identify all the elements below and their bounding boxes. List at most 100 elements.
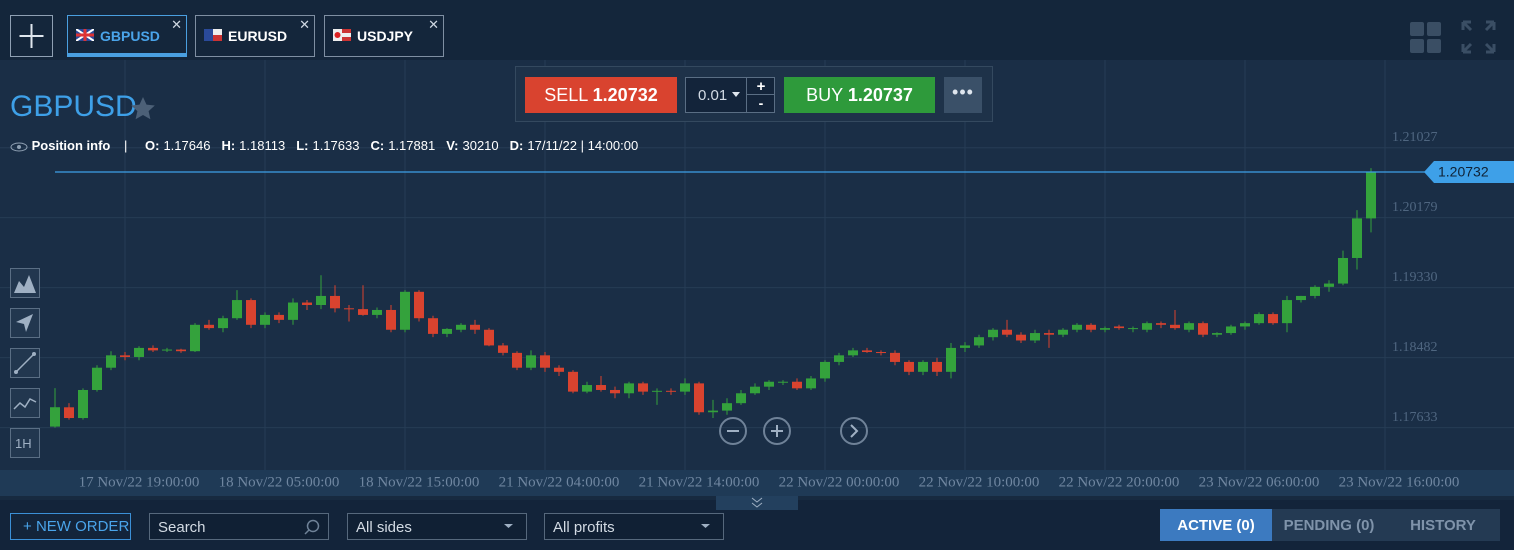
x-tick-label: 22 Nov/22 20:00:00 — [1059, 474, 1180, 490]
x-tick-label: 21 Nov/22 14:00:00 — [639, 474, 760, 490]
tool-icon — [14, 275, 36, 293]
search-icon — [304, 519, 320, 535]
candle-body — [386, 309, 396, 330]
candle-body — [988, 329, 998, 338]
candle-body — [1296, 295, 1306, 301]
sell-price: 1.20732 — [592, 85, 658, 105]
candle-body — [932, 361, 942, 372]
symbol-tab[interactable]: GBPUSD ✕ — [67, 15, 187, 57]
candle-body — [78, 389, 88, 419]
candle-body — [848, 350, 858, 356]
candle-body — [1016, 334, 1026, 341]
new-order-button[interactable]: + NEW ORDER — [10, 513, 131, 540]
close-icon[interactable]: ✕ — [428, 17, 439, 32]
more-button[interactable]: ••• — [944, 77, 982, 113]
candle-body — [974, 337, 984, 346]
candle-body — [1268, 314, 1278, 324]
sides-label: All sides — [356, 519, 412, 536]
flag-icon — [333, 29, 351, 41]
candle-body — [1352, 218, 1362, 258]
candle-body — [1282, 300, 1292, 324]
candle-body — [582, 385, 592, 392]
candle-body — [1156, 323, 1166, 325]
buy-button[interactable]: BUY 1.20737 — [784, 77, 935, 113]
candle-body — [1310, 286, 1320, 296]
y-tick-label: 1.18482 — [1392, 340, 1438, 355]
profits-select[interactable]: All profits — [544, 513, 724, 540]
candle-body — [134, 347, 144, 357]
candle-body — [946, 347, 956, 372]
layout-icons[interactable] — [1408, 20, 1498, 54]
search-input[interactable]: Search — [149, 513, 329, 540]
symbol-tab[interactable]: EURUSD ✕ — [195, 15, 315, 57]
tool-icon — [16, 314, 33, 332]
close-icon[interactable]: ✕ — [171, 17, 182, 32]
indicator-tool[interactable] — [10, 388, 40, 418]
amount-value: 0.01 — [698, 87, 728, 104]
candle-body — [554, 367, 564, 372]
zoom-controls[interactable] — [716, 414, 876, 448]
close-icon[interactable]: ✕ — [299, 17, 310, 32]
x-tick-label: 22 Nov/22 00:00:00 — [779, 474, 900, 490]
candle-body — [652, 390, 662, 392]
amount-box[interactable]: 0.01 + - — [685, 77, 775, 113]
history-tab[interactable]: HISTORY — [1386, 509, 1500, 541]
candle-body — [862, 350, 872, 353]
x-tick-label: 22 Nov/22 10:00:00 — [919, 474, 1040, 490]
top-bar — [0, 0, 1514, 60]
candle-body — [778, 381, 788, 383]
x-axis-band — [0, 470, 1514, 496]
cursor-tool[interactable] — [10, 308, 40, 338]
candle-body — [358, 309, 368, 315]
candle-body — [960, 345, 970, 348]
candle-body — [330, 295, 340, 309]
candle-body — [302, 302, 312, 306]
active-tab[interactable]: ACTIVE (0) — [1160, 509, 1272, 541]
x-tick-label: 17 Nov/22 19:00:00 — [79, 474, 200, 490]
add-tab-button[interactable] — [10, 15, 53, 57]
candle-body — [106, 355, 116, 368]
dropdown-arrow — [504, 524, 513, 528]
candle-body — [638, 383, 648, 392]
y-tick-label: 1.21027 — [1392, 130, 1438, 145]
symbol-tab[interactable]: USDJPY ✕ — [324, 15, 444, 57]
candle-body — [1128, 328, 1138, 330]
tab-label: GBPUSD — [100, 28, 160, 44]
price-tag — [1424, 161, 1514, 184]
sell-button[interactable]: SELL 1.20732 — [525, 77, 677, 113]
candle-body — [834, 355, 844, 362]
candle-body — [498, 345, 508, 353]
info-title[interactable]: Position info — [31, 138, 111, 153]
candle-body — [274, 314, 284, 320]
timeframe-tool[interactable]: 1H — [10, 428, 40, 458]
candle-body — [1044, 333, 1054, 335]
line-tool[interactable] — [10, 348, 40, 378]
candle-body — [162, 349, 172, 351]
sides-select[interactable]: All sides — [347, 513, 527, 540]
candle-body — [596, 385, 606, 390]
x-tick-label: 23 Nov/22 06:00:00 — [1199, 474, 1320, 490]
candle-body — [1030, 333, 1040, 341]
tool-icon — [13, 398, 37, 410]
candle-body — [1366, 172, 1376, 219]
decrease-button[interactable]: - — [746, 95, 775, 112]
favorite-star[interactable] — [130, 96, 156, 122]
buy-price: 1.20737 — [847, 85, 913, 105]
candle-body — [64, 407, 74, 419]
pending-tab[interactable]: PENDING (0) — [1272, 509, 1386, 541]
search-placeholder: Search — [158, 519, 206, 536]
candle-body — [904, 361, 914, 372]
tab-label: USDJPY — [357, 28, 414, 44]
collapse-handle[interactable] — [716, 496, 798, 510]
candle-body — [50, 407, 60, 427]
plot-area — [0, 60, 1514, 470]
candle-body — [120, 355, 130, 357]
candle-body — [1086, 324, 1096, 330]
candle-body — [1100, 328, 1110, 330]
chart-type-tool[interactable] — [10, 268, 40, 298]
info-field-label: O: — [144, 138, 160, 153]
info-field-value: 1.18113 — [239, 138, 286, 153]
dropdown-arrow — [732, 92, 740, 97]
increase-button[interactable]: + — [746, 78, 775, 95]
